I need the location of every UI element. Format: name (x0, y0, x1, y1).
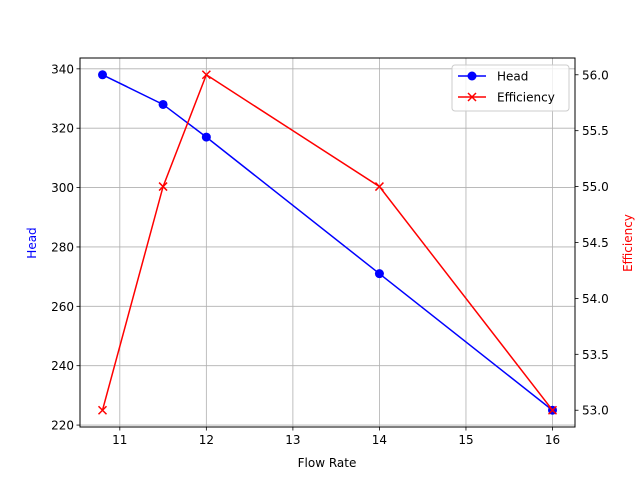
y-axis-ticks: 220 240 260 280 300 320 340 (51, 62, 80, 433)
x-tick-label: 16 (545, 433, 560, 447)
y-tick-label: 340 (51, 62, 74, 76)
efficiency-marker (97, 405, 108, 415)
x-tick-label: 12 (199, 433, 214, 447)
y-tick-label: 240 (51, 359, 74, 373)
efficiency-marker (374, 182, 384, 192)
grid-lines (80, 58, 575, 427)
head-marker (98, 70, 107, 80)
plot-frame (79, 57, 576, 428)
legend: Head Efficiency (451, 64, 570, 112)
y2-tick-label: 54.5 (582, 236, 609, 250)
y-tick-label: 300 (51, 181, 74, 195)
x-axis-label: Flow Rate (298, 456, 357, 470)
y2-tick-label: 55.0 (582, 180, 609, 194)
legend-head-label: Head (497, 70, 528, 84)
head-marker (158, 99, 168, 109)
x-tick-label: 13 (285, 433, 300, 447)
y2-tick-label: 55.5 (582, 124, 609, 138)
x-tick-label: 14 (372, 433, 387, 447)
legend-efficiency-label: Efficiency (497, 91, 555, 105)
x-tick-label: 11 (112, 433, 127, 447)
y2-tick-label: 56.0 (582, 68, 609, 82)
x-tick-label: 15 (458, 433, 473, 447)
y-axis-label: Head (25, 227, 39, 258)
y2-tick-label: 53.0 (582, 404, 609, 418)
y2-axis-label: Efficiency (621, 214, 635, 272)
efficiency-marker (158, 182, 168, 192)
efficiency-line (101, 73, 554, 411)
head-marker (201, 132, 211, 142)
y-tick-label: 260 (51, 300, 74, 314)
data-series (97, 70, 558, 415)
head-marker (374, 269, 384, 279)
efficiency-marker (201, 70, 211, 80)
y-tick-label: 280 (51, 240, 74, 254)
legend-efficiency-marker-icon (467, 92, 477, 102)
y2-tick-label: 53.5 (582, 348, 609, 362)
efficiency-marker (547, 405, 558, 415)
y2-axis-ticks: 53.0 53.5 54.0 54.5 55.0 55.5 56.0 (575, 68, 609, 418)
y-tick-label: 320 (51, 122, 74, 136)
y-tick-label: 220 (51, 419, 74, 433)
x-axis-ticks: 11 12 13 14 15 16 (112, 427, 560, 447)
y2-tick-label: 54.0 (582, 292, 609, 306)
legend-head-marker-icon (467, 71, 477, 81)
head-line (102, 74, 553, 411)
